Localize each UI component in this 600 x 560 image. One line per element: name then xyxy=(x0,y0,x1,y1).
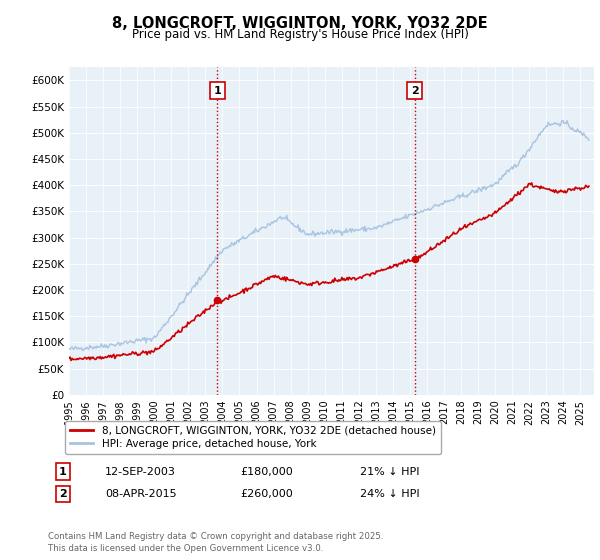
Text: 08-APR-2015: 08-APR-2015 xyxy=(105,489,176,499)
Text: Price paid vs. HM Land Registry's House Price Index (HPI): Price paid vs. HM Land Registry's House … xyxy=(131,28,469,41)
Text: 12-SEP-2003: 12-SEP-2003 xyxy=(105,466,176,477)
Text: 1: 1 xyxy=(59,466,67,477)
Text: £180,000: £180,000 xyxy=(240,466,293,477)
Text: Contains HM Land Registry data © Crown copyright and database right 2025.
This d: Contains HM Land Registry data © Crown c… xyxy=(48,533,383,553)
Text: £260,000: £260,000 xyxy=(240,489,293,499)
Text: 24% ↓ HPI: 24% ↓ HPI xyxy=(360,489,419,499)
Text: 8, LONGCROFT, WIGGINTON, YORK, YO32 2DE: 8, LONGCROFT, WIGGINTON, YORK, YO32 2DE xyxy=(112,16,488,31)
Text: 1: 1 xyxy=(214,86,221,96)
Text: 2: 2 xyxy=(59,489,67,499)
Text: 2: 2 xyxy=(410,86,418,96)
Text: 21% ↓ HPI: 21% ↓ HPI xyxy=(360,466,419,477)
Legend: 8, LONGCROFT, WIGGINTON, YORK, YO32 2DE (detached house), HPI: Average price, de: 8, LONGCROFT, WIGGINTON, YORK, YO32 2DE … xyxy=(65,421,441,454)
